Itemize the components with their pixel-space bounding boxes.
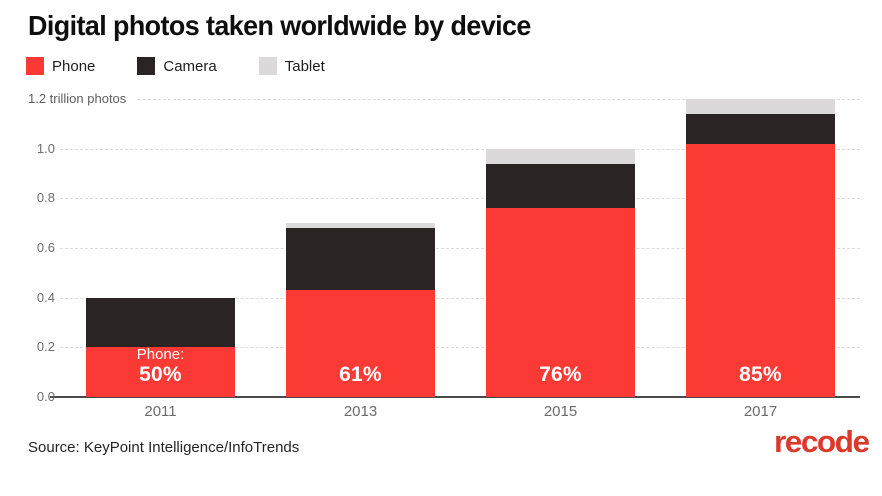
gridline-0.8 [60,198,860,200]
y-tick-label: 0.6 [36,240,55,255]
bar-segment-2017-tablet [686,99,835,114]
bar-segment-2015-tablet [486,148,635,164]
y-tick-label: 0.0 [36,389,55,404]
bar-label-percent: 76% [539,362,582,386]
bar-segment-2013-phone [286,290,435,397]
x-tick-label-2013: 2013 [343,403,378,420]
legend-label: Phone [52,57,96,75]
gridline-0.4 [60,297,860,299]
legend-swatch-phone [26,57,44,75]
y-tick-label: 0.8 [36,190,55,206]
bar-label-prefix: Phone: [136,345,185,363]
recode-logo: recode [774,424,870,459]
chart-title: Digital photos taken worldwide by device [28,10,531,41]
legend-item-tablet: Tablet [258,57,325,75]
legend-item-camera: Camera [137,57,217,75]
bar-label-2017: 85% [686,363,835,387]
source-text: Source: KeyPoint Intelligence/InfoTrends [28,439,300,456]
bar-segment-2011-phone [86,347,235,397]
y-tick-label: 1.2 trillion photos [28,91,127,106]
bar-segment-2015-camera [486,163,635,209]
x-tick-label-2011: 2011 [144,403,177,420]
bar-label-2015: 76% [486,363,635,387]
bar-segment-2017-phone [686,143,835,397]
legend-swatch-camera [137,57,156,75]
bar-label-2013: 61% [286,363,435,387]
bar-label-percent: 61% [339,362,382,386]
gridline-0.6 [60,248,860,249]
gridline-0.2 [60,347,860,349]
y-tick-label: 0.4 [36,289,55,305]
bar-segment-2013-tablet [286,223,435,229]
x-tick-label-2015: 2015 [543,403,578,420]
legend-swatch-tablet [258,57,277,75]
legend-item-phone: Phone [26,57,95,75]
gridline-1.2 [138,99,860,100]
y-tick-label: 0.2 [36,339,55,355]
chart-legend: Phone Camera Tablet [26,57,367,75]
gridline-1.0 [60,148,860,150]
y-tick-label: 1.0 [36,140,55,156]
x-axis-line [50,396,860,398]
bar-label-2011: Phone: 50% [86,346,235,387]
bar-segment-2017-camera [686,113,835,144]
x-tick-label-2017: 2017 [743,403,778,420]
bar-label-percent: 50% [139,362,182,386]
bar-label-percent: 85% [739,362,782,386]
bar-segment-2011-camera [86,297,235,348]
bar-segment-2013-camera [286,228,435,291]
bar-segment-2015-phone [486,208,635,397]
legend-label: Tablet [284,57,325,75]
legend-label: Camera [163,57,217,75]
